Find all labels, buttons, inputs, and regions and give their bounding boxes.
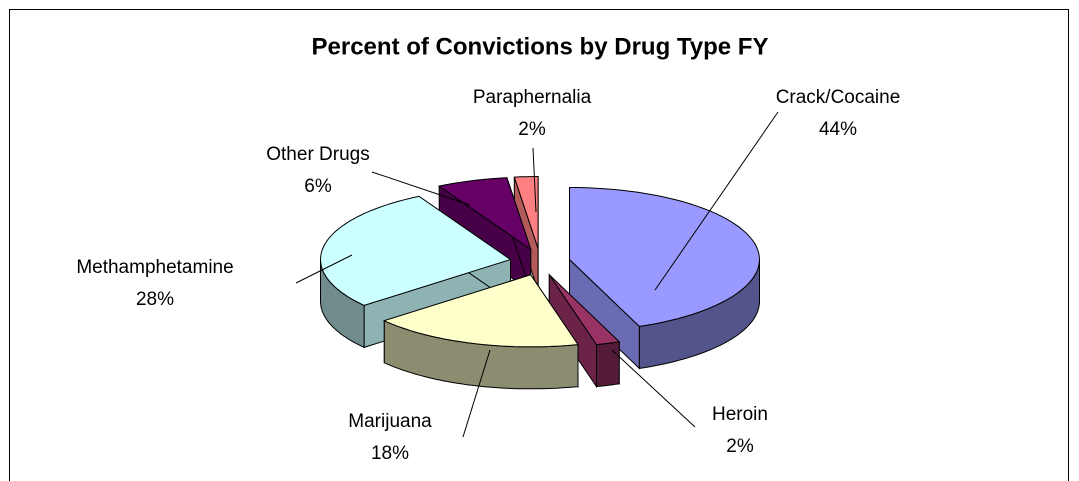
slice-top [382,274,579,348]
leader-line [654,111,779,291]
slice-value-label: 44% [819,119,857,140]
slice-label: Heroin [712,404,768,425]
slice-top [438,177,532,251]
leader-line [532,147,537,213]
leader-line [371,171,471,206]
slice-value-label: 28% [136,289,174,310]
slice [569,187,761,370]
slice-label: Paraphernalia [473,87,592,108]
slice-value-label: 18% [371,443,409,464]
leader-line [611,349,696,428]
slice-value-label: 6% [304,176,332,197]
leader-line [462,349,491,438]
slice-top [569,187,761,327]
slice-top [548,274,621,346]
slice-label: Other Drugs [266,144,369,165]
chart-frame [9,9,1069,481]
slice-top [319,195,512,306]
slice-value-label: 2% [726,436,754,457]
slice-side [596,341,620,388]
slice-label: Methamphetamine [76,257,233,278]
chart-title: Percent of Convictions by Drug Type FY [312,33,769,60]
slice-label: Crack/Cocaine [776,87,901,108]
slice-value-label: 2% [518,119,546,140]
slice [382,273,579,390]
leader-line [295,254,353,284]
slice-label: Marijuana [348,411,432,432]
